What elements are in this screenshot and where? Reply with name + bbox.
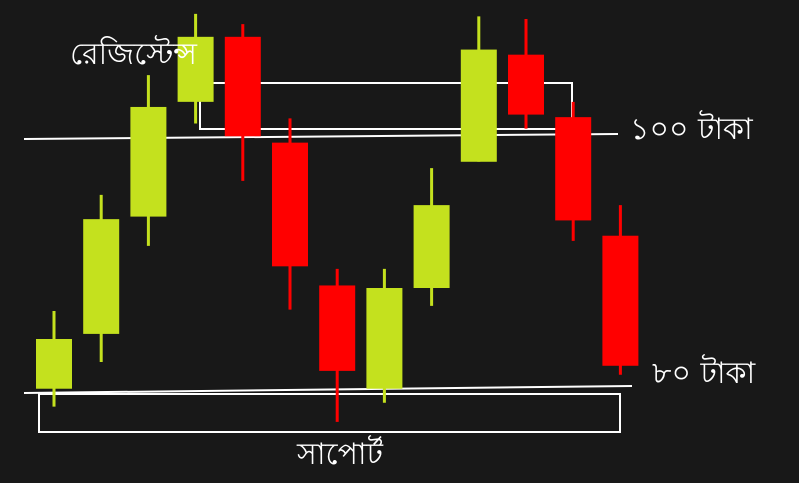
resistance-line	[23, 133, 619, 140]
bullish-candle-body	[130, 106, 167, 217]
support-price-label: ৮০ টাকা	[652, 354, 757, 391]
resistance-price-label: ১০০ টাকা	[630, 110, 754, 147]
candles-group	[36, 13, 639, 422]
support-line	[23, 385, 633, 394]
resistance-label: রেজিস্টেন্স	[70, 35, 197, 72]
bearish-candle-body	[224, 36, 261, 137]
bearish-candle-body	[555, 117, 592, 221]
support-zone-box	[38, 393, 621, 433]
bearish-candle-body	[508, 54, 544, 115]
support-label: সাপোর্ট	[296, 435, 384, 472]
bullish-candle-body	[366, 288, 403, 389]
bearish-candle-body	[272, 142, 308, 267]
bullish-candle-body	[413, 205, 450, 288]
bearish-candle-body	[319, 285, 356, 371]
bullish-candle-body	[83, 219, 120, 334]
bullish-candle-body	[36, 339, 72, 389]
bullish-candle-body	[460, 49, 497, 162]
bearish-candle-body	[602, 235, 639, 366]
bullish-candle-body	[177, 36, 214, 102]
